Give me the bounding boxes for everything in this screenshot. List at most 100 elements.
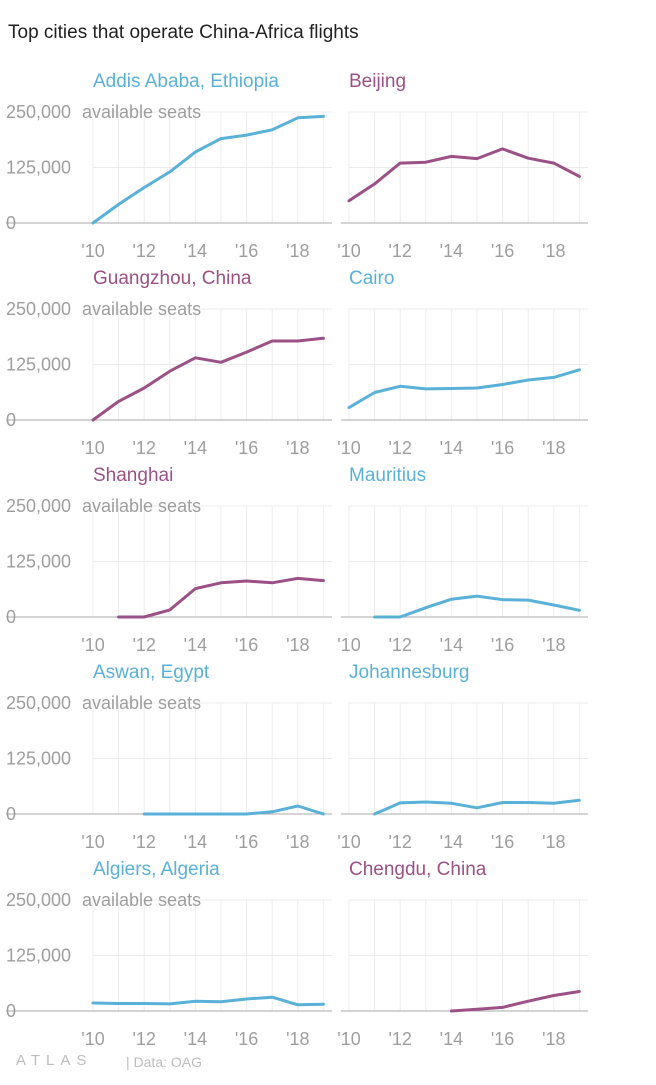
panel-1: '10 '12 '14 '16 '18 Beijing bbox=[337, 71, 588, 261]
x-tick-label: '18 bbox=[286, 438, 309, 458]
x-tick-label: '12 bbox=[388, 635, 411, 655]
y-tick-label: 250,000 bbox=[6, 693, 71, 713]
x-tick-label: '10 bbox=[81, 635, 104, 655]
x-tick-label: '14 bbox=[440, 832, 463, 852]
panel-title: Algiers, Algeria bbox=[93, 859, 220, 880]
series-line bbox=[91, 114, 325, 225]
x-tick-label: '14 bbox=[440, 438, 463, 458]
x-tick-label: '16 bbox=[491, 241, 514, 261]
atlas-logo: ATLAS bbox=[16, 1052, 93, 1069]
x-tick-label: '10 bbox=[81, 241, 104, 261]
x-tick-label: '14 bbox=[440, 241, 463, 261]
y-unit-label: available seats bbox=[82, 496, 201, 516]
x-tick-label: '18 bbox=[542, 832, 565, 852]
x-tick-label: '18 bbox=[286, 832, 309, 852]
x-tick-label: '18 bbox=[286, 241, 309, 261]
x-tick-label: '18 bbox=[542, 241, 565, 261]
x-tick-label: '18 bbox=[286, 635, 309, 655]
x-tick-label: '14 bbox=[184, 241, 207, 261]
y-tick-label: 250,000 bbox=[6, 890, 71, 910]
x-tick-label: '14 bbox=[184, 438, 207, 458]
x-tick-label: '12 bbox=[388, 438, 411, 458]
panel-title: Johannesburg bbox=[349, 662, 469, 683]
x-tick-label: '12 bbox=[132, 1029, 155, 1049]
data-source: | Data: OAG bbox=[126, 1054, 202, 1070]
y-tick-label: 250,000 bbox=[6, 496, 71, 516]
y-tick-label: 125,000 bbox=[6, 158, 71, 178]
x-tick-label: '10 bbox=[337, 438, 360, 458]
y-tick-label: 250,000 bbox=[6, 102, 71, 122]
x-tick-label: '16 bbox=[491, 635, 514, 655]
x-tick-label: '16 bbox=[235, 241, 258, 261]
x-tick-label: '10 bbox=[337, 635, 360, 655]
y-tick-label: 125,000 bbox=[6, 552, 71, 572]
y-tick-label: 125,000 bbox=[6, 749, 71, 769]
series-line bbox=[347, 368, 581, 410]
y-tick-label: 250,000 bbox=[6, 299, 71, 319]
panel-title: Aswan, Egypt bbox=[93, 662, 210, 683]
panel-6: 250,000 125,000 0 available seats '10 '12 '14 '… bbox=[6, 662, 332, 852]
chart-title: Top cities that operate China-Africa fli… bbox=[8, 22, 359, 43]
panel-4: 250,000 125,000 0 available seats '10 '12 '14 '… bbox=[6, 465, 332, 655]
panel-7: '10 '12 '14 '16 '18 Johannesburg bbox=[337, 662, 588, 852]
x-tick-label: '16 bbox=[491, 1029, 514, 1049]
y-tick-label: 0 bbox=[6, 607, 16, 627]
x-tick-label: '16 bbox=[491, 438, 514, 458]
panel-title: Beijing bbox=[349, 71, 406, 92]
x-tick-label: '12 bbox=[132, 438, 155, 458]
x-tick-label: '16 bbox=[491, 832, 514, 852]
series-line bbox=[117, 576, 325, 619]
series-line bbox=[91, 336, 325, 422]
series-line bbox=[142, 804, 325, 816]
y-tick-label: 125,000 bbox=[6, 355, 71, 375]
x-tick-label: '18 bbox=[542, 438, 565, 458]
x-tick-label: '18 bbox=[286, 1029, 309, 1049]
y-tick-label: 0 bbox=[6, 213, 16, 233]
x-tick-label: '12 bbox=[132, 832, 155, 852]
y-unit-label: available seats bbox=[82, 693, 201, 713]
panel-3: '10 '12 '14 '16 '18 Cairo bbox=[337, 268, 588, 458]
panel-title: Addis Ababa, Ethiopia bbox=[93, 71, 279, 92]
y-tick-label: 125,000 bbox=[6, 946, 71, 966]
x-tick-label: '14 bbox=[184, 1029, 207, 1049]
panel-2: 250,000 125,000 0 available seats '10 '12 '14 '… bbox=[6, 268, 332, 458]
x-tick-label: '12 bbox=[388, 832, 411, 852]
y-tick-label: 0 bbox=[6, 410, 16, 430]
x-tick-label: '14 bbox=[440, 635, 463, 655]
x-tick-label: '12 bbox=[132, 241, 155, 261]
x-tick-label: '14 bbox=[184, 635, 207, 655]
panel-title: Cairo bbox=[349, 268, 394, 289]
panel-0: 250,000 125,000 0 available seats '10 '12 '14 '… bbox=[6, 71, 332, 261]
x-tick-label: '16 bbox=[235, 438, 258, 458]
x-tick-label: '12 bbox=[388, 241, 411, 261]
panel-title: Shanghai bbox=[93, 465, 173, 486]
panel-9: '10 '12 '14 '16 '18 Chengdu, China bbox=[337, 859, 588, 1049]
x-tick-label: '12 bbox=[388, 1029, 411, 1049]
y-unit-label: available seats bbox=[82, 890, 201, 910]
series-line bbox=[449, 990, 581, 1013]
panel-title: Guangzhou, China bbox=[93, 268, 252, 289]
x-tick-label: '10 bbox=[81, 438, 104, 458]
x-tick-label: '16 bbox=[235, 832, 258, 852]
x-tick-label: '12 bbox=[132, 635, 155, 655]
series-line bbox=[347, 147, 581, 203]
x-tick-label: '18 bbox=[542, 635, 565, 655]
y-unit-label: available seats bbox=[82, 102, 201, 122]
x-tick-label: '16 bbox=[235, 635, 258, 655]
panel-5: '10 '12 '14 '16 '18 Mauritius bbox=[337, 465, 588, 655]
panel-title: Mauritius bbox=[349, 465, 426, 486]
x-tick-label: '10 bbox=[81, 832, 104, 852]
series-line bbox=[373, 594, 581, 619]
y-tick-label: 0 bbox=[6, 1001, 16, 1021]
x-tick-label: '10 bbox=[81, 1029, 104, 1049]
x-tick-label: '10 bbox=[337, 832, 360, 852]
y-unit-label: available seats bbox=[82, 299, 201, 319]
panel-title: Chengdu, China bbox=[349, 859, 487, 880]
x-tick-label: '10 bbox=[337, 241, 360, 261]
x-tick-label: '16 bbox=[235, 1029, 258, 1049]
y-tick-label: 0 bbox=[6, 804, 16, 824]
x-tick-label: '14 bbox=[440, 1029, 463, 1049]
series-line bbox=[91, 995, 325, 1007]
x-tick-label: '18 bbox=[542, 1029, 565, 1049]
